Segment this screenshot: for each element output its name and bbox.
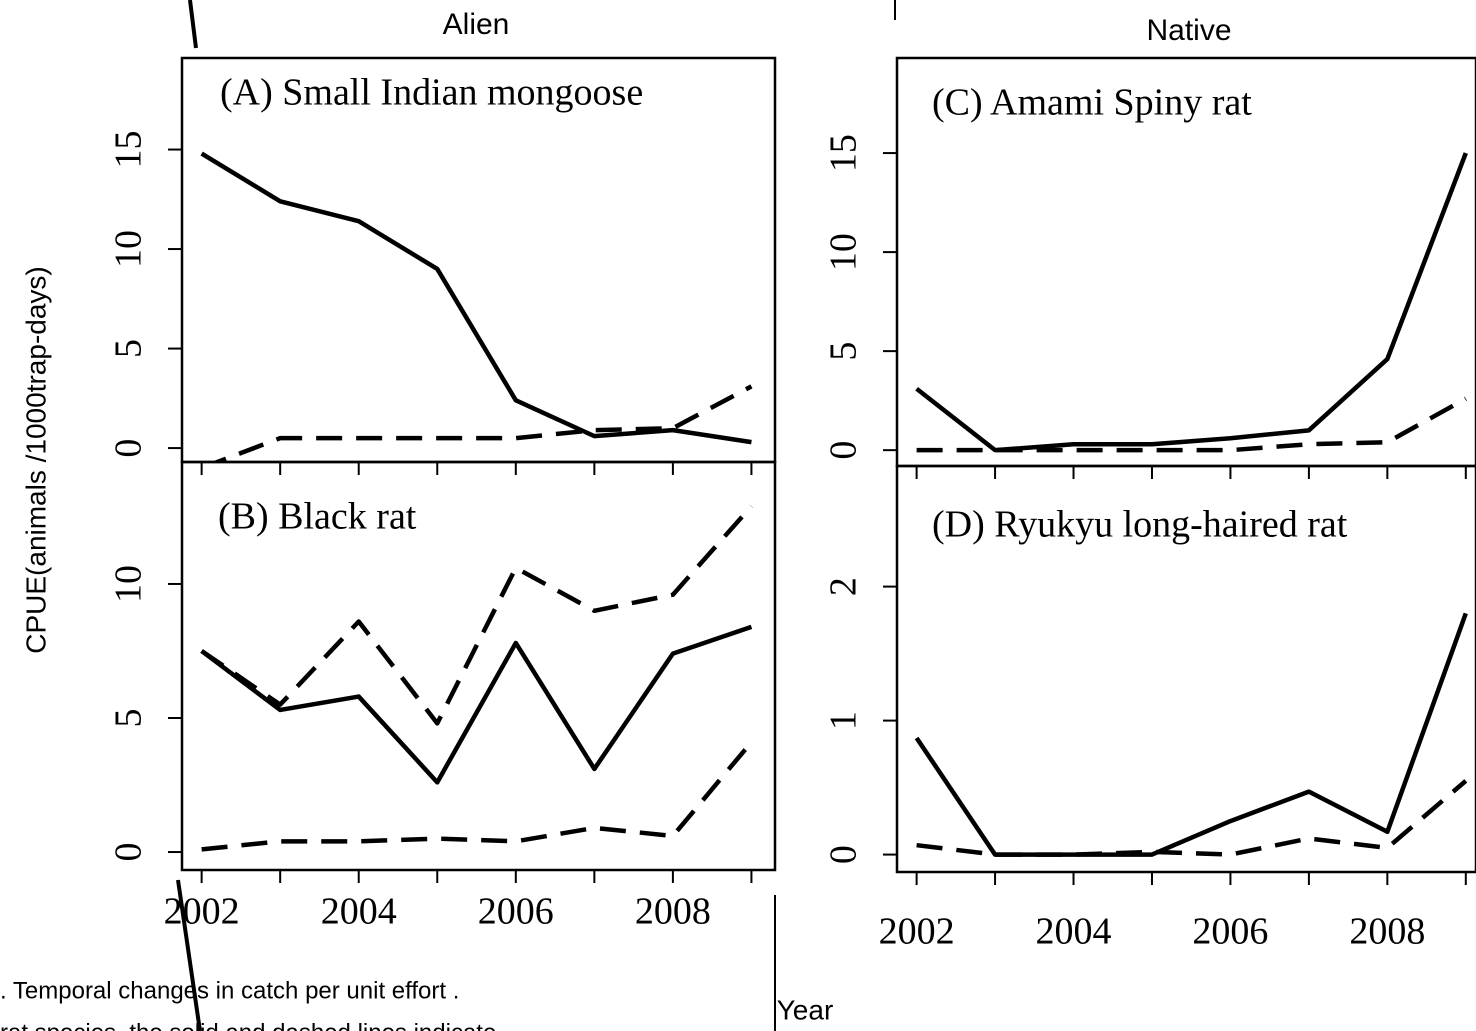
x-tick-label: 2008 bbox=[1349, 911, 1425, 953]
y-tick-label: 15 bbox=[108, 131, 150, 169]
series-line bbox=[201, 740, 754, 852]
plot-frame bbox=[895, 464, 1476, 874]
y-tick-label: 10 bbox=[823, 233, 865, 271]
x-tick-label: 2002 bbox=[164, 891, 240, 933]
series-line bbox=[200, 151, 752, 445]
y-tick-label: 0 bbox=[823, 845, 865, 864]
y-tick-label: 10 bbox=[108, 230, 150, 268]
x-tick-label: 2006 bbox=[1192, 911, 1268, 953]
series-line bbox=[211, 384, 753, 462]
decor-line bbox=[176, 879, 202, 1031]
panel-title: (D) Ryukyu long-haired rat bbox=[932, 504, 1348, 546]
x-tick-label: 2004 bbox=[1036, 911, 1112, 953]
x-tick-label: 2006 bbox=[478, 891, 554, 933]
x-tick-label: 2002 bbox=[879, 911, 955, 953]
y-tick-label: 5 bbox=[108, 339, 150, 358]
panel-title: (A) Small Indian mongoose bbox=[220, 72, 643, 114]
plot-frame bbox=[180, 460, 777, 872]
series-line bbox=[914, 612, 1468, 857]
decor-line bbox=[188, 0, 198, 49]
y-tick-label: 10 bbox=[108, 565, 150, 603]
x-axis-label: Year bbox=[777, 994, 834, 1025]
series-line bbox=[915, 152, 1468, 453]
column-header: Alien bbox=[443, 8, 510, 41]
y-tick-label: 2 bbox=[823, 577, 865, 596]
plot-frame bbox=[180, 56, 777, 464]
y-tick-label: 0 bbox=[108, 439, 150, 458]
series-line bbox=[200, 504, 754, 726]
y-tick-label: 15 bbox=[823, 134, 865, 172]
y-tick-label: 0 bbox=[823, 441, 865, 460]
panel-title: (B) Black rat bbox=[218, 496, 417, 538]
y-axis-label: CPUE(animals /1000trap-days) bbox=[20, 266, 51, 654]
series-line bbox=[916, 779, 1468, 857]
column-header: Native bbox=[1146, 14, 1231, 47]
y-tick-label: 1 bbox=[823, 711, 865, 730]
caption: . Temporal changes in catch per unit eff… bbox=[0, 977, 459, 1004]
x-tick-label: 2008 bbox=[635, 891, 711, 933]
series-line bbox=[916, 396, 1467, 453]
caption: rat species, the solid and dashed lines … bbox=[0, 1019, 496, 1031]
x-tick-label: 2004 bbox=[321, 891, 397, 933]
panel-title: (C) Amami Spiny rat bbox=[932, 82, 1252, 124]
series-line bbox=[200, 624, 753, 785]
y-tick-label: 5 bbox=[108, 709, 150, 728]
y-tick-label: 0 bbox=[108, 843, 150, 862]
y-tick-label: 5 bbox=[823, 342, 865, 361]
